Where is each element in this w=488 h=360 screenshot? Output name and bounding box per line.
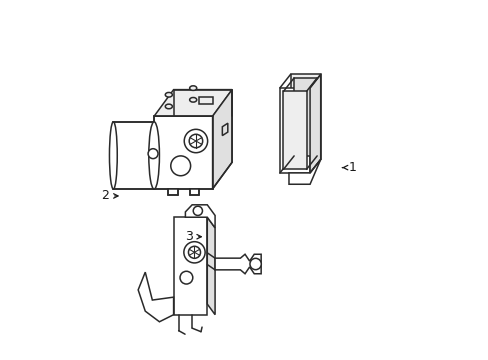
Polygon shape <box>199 97 213 104</box>
Polygon shape <box>173 217 207 315</box>
Polygon shape <box>113 122 154 189</box>
Text: 3: 3 <box>185 230 201 243</box>
Circle shape <box>184 129 207 153</box>
Polygon shape <box>290 75 320 159</box>
Ellipse shape <box>165 104 172 109</box>
Circle shape <box>188 246 200 258</box>
Polygon shape <box>222 123 227 136</box>
Polygon shape <box>293 78 317 156</box>
Circle shape <box>180 271 192 284</box>
Polygon shape <box>283 91 306 169</box>
Polygon shape <box>189 189 199 195</box>
Polygon shape <box>154 90 232 116</box>
Ellipse shape <box>148 122 159 189</box>
Text: 1: 1 <box>342 161 355 174</box>
Polygon shape <box>168 189 178 195</box>
Ellipse shape <box>189 98 196 102</box>
Circle shape <box>170 156 190 176</box>
Polygon shape <box>215 254 261 274</box>
Polygon shape <box>154 116 212 189</box>
Text: 2: 2 <box>101 189 118 202</box>
Polygon shape <box>309 75 320 173</box>
Polygon shape <box>279 88 309 173</box>
Polygon shape <box>288 159 320 184</box>
Polygon shape <box>138 272 173 322</box>
Circle shape <box>193 206 202 215</box>
Circle shape <box>148 149 158 159</box>
Circle shape <box>183 242 204 263</box>
Polygon shape <box>207 217 215 315</box>
Polygon shape <box>212 90 232 189</box>
Ellipse shape <box>165 93 172 97</box>
Circle shape <box>249 258 261 270</box>
Ellipse shape <box>109 122 117 189</box>
Ellipse shape <box>189 86 196 90</box>
Polygon shape <box>185 205 215 228</box>
Circle shape <box>189 134 202 148</box>
